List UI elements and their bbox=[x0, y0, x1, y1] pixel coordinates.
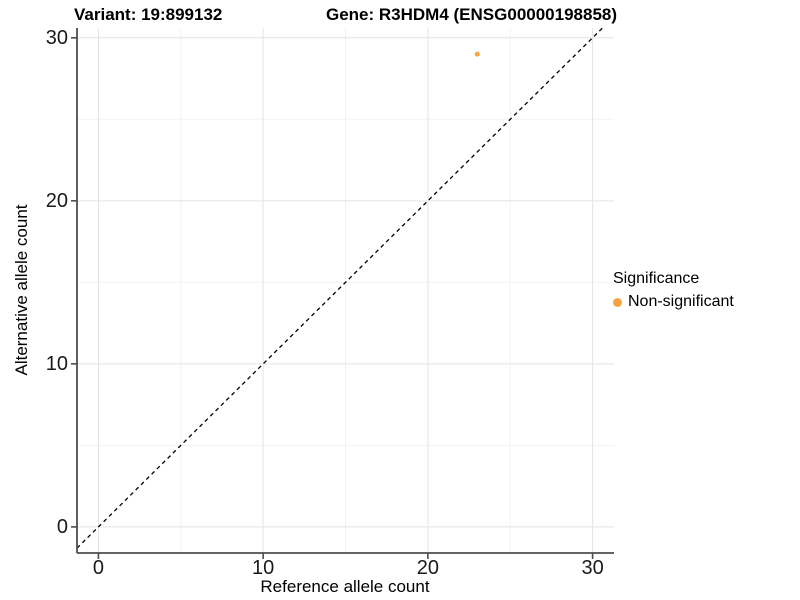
x-tick-label: 10 bbox=[252, 557, 275, 579]
legend-point-icon bbox=[613, 297, 622, 307]
x-axis-title: Reference allele count bbox=[260, 577, 430, 596]
legend-entry: Non-significant bbox=[613, 293, 734, 311]
x-tick-label: 0 bbox=[92, 557, 104, 579]
plot-title-variant: Variant: 19:899132 bbox=[74, 5, 223, 24]
x-tick-label: 30 bbox=[581, 557, 604, 579]
legend: Significance Non-significant bbox=[613, 270, 734, 311]
identity-dashed-line bbox=[76, 27, 603, 549]
x-tick-label: 20 bbox=[416, 557, 439, 579]
y-axis-title: Alternative allele count bbox=[12, 204, 31, 376]
data-point bbox=[474, 51, 480, 57]
y-tick-label: 30 bbox=[45, 26, 68, 49]
y-tick-label: 20 bbox=[45, 189, 68, 212]
legend-title: Significance bbox=[613, 270, 700, 287]
plot-title-gene: Gene: R3HDM4 (ENSG00000198858) bbox=[326, 5, 618, 24]
y-tick-label: 0 bbox=[56, 515, 68, 538]
legend-entry-label: Non-significant bbox=[628, 293, 734, 310]
y-tick-label: 10 bbox=[45, 352, 68, 375]
